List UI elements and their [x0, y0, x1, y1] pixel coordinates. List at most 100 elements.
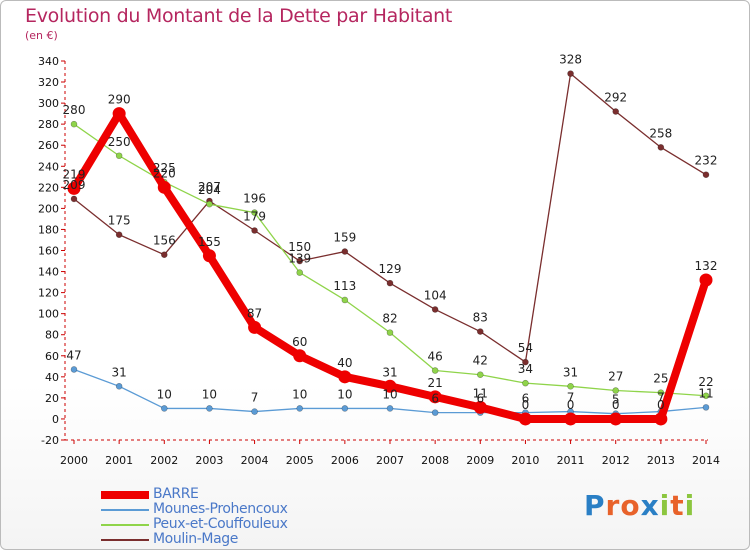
data-label: 40: [337, 356, 352, 370]
data-point: [70, 120, 78, 128]
data-point: [564, 412, 578, 426]
data-label: 82: [382, 312, 397, 326]
data-point: [251, 227, 258, 234]
y-tick-label: 220: [38, 181, 59, 194]
data-label: 196: [243, 192, 266, 206]
data-point: [609, 412, 623, 426]
data-point: [431, 409, 439, 416]
data-label: 0: [567, 398, 575, 412]
data-point: [476, 328, 484, 335]
data-label: 60: [292, 335, 307, 349]
data-point: [386, 405, 394, 412]
data-label: 104: [424, 288, 447, 302]
data-point: [657, 144, 665, 151]
data-label: 280: [63, 103, 86, 117]
x-tick-label: 2012: [602, 454, 630, 467]
data-point: [567, 383, 574, 390]
data-label: 156: [153, 234, 176, 248]
data-point: [428, 390, 442, 404]
data-label: 0: [522, 398, 530, 412]
data-label: 22: [698, 375, 713, 389]
data-point: [115, 152, 123, 160]
y-tick-label: 240: [38, 160, 59, 173]
legend-swatch: [101, 509, 149, 511]
x-tick-label: 2006: [331, 454, 359, 467]
data-label: 328: [559, 53, 582, 67]
data-label: 290: [108, 93, 131, 107]
data-point: [293, 349, 307, 363]
data-label: 132: [695, 259, 718, 273]
data-point: [115, 383, 123, 390]
data-label: 34: [518, 362, 533, 376]
legend-swatch: [101, 524, 149, 526]
data-label: 25: [653, 372, 668, 386]
data-label: 87: [247, 306, 262, 320]
x-tick-label: 2010: [511, 454, 539, 467]
data-label: 155: [198, 235, 221, 249]
data-point: [206, 405, 213, 412]
data-point: [160, 405, 168, 412]
data-label: 5: [612, 393, 620, 407]
data-point: [112, 107, 126, 121]
data-point: [431, 367, 439, 374]
data-point: [251, 209, 258, 216]
logo-letter: r: [605, 489, 621, 522]
data-point: [160, 251, 168, 259]
x-tick-label: 2007: [376, 454, 404, 467]
data-point: [341, 248, 349, 255]
y-tick-label: -20: [41, 434, 59, 447]
data-point: [702, 171, 710, 178]
y-tick-label: 140: [38, 266, 59, 279]
data-label: 10: [157, 387, 172, 401]
data-point: [157, 180, 171, 194]
legend-label: Peux-et-Couffouleux: [153, 516, 288, 532]
x-tick-label: 2003: [195, 454, 223, 467]
y-tick-label: 200: [38, 202, 59, 215]
legend-swatch: [101, 539, 149, 541]
x-tick-label: 2000: [60, 454, 88, 467]
data-label: 42: [473, 354, 488, 368]
data-point: [338, 370, 352, 384]
data-point: [341, 296, 349, 304]
data-point: [702, 392, 710, 400]
data-point: [248, 320, 262, 334]
x-tick-label: 2014: [692, 454, 720, 467]
data-label: 159: [333, 231, 356, 245]
data-label: 209: [63, 178, 86, 192]
logo-letter: t: [670, 489, 685, 522]
data-label: 250: [108, 135, 131, 149]
data-label: 31: [382, 365, 397, 379]
series-lines: [67, 70, 713, 426]
chart-title: Evolution du Montant de la Dette par Hab…: [25, 5, 453, 27]
x-tick-label: 2011: [557, 454, 585, 467]
y-tick-label: 20: [45, 392, 59, 405]
y-tick-label: 0: [52, 413, 59, 426]
x-tick-label: 2002: [150, 454, 178, 467]
x-tick-label: 2009: [466, 454, 494, 467]
data-label: 10: [382, 387, 397, 401]
data-point: [612, 108, 620, 115]
legend-label: Moulin-Mage: [153, 531, 238, 547]
data-point: [522, 358, 529, 366]
data-point: [567, 70, 574, 77]
data-label: 258: [649, 126, 672, 140]
data-label: 47: [66, 348, 81, 362]
data-label: 6: [476, 392, 484, 406]
data-point: [296, 269, 304, 276]
data-label: 113: [333, 279, 356, 293]
data-label: 0: [657, 398, 665, 412]
y-tick-label: 80: [45, 329, 59, 342]
y-tick-label: 100: [38, 308, 59, 321]
y-tick-label: 60: [45, 350, 59, 363]
x-tick-label: 2008: [421, 454, 449, 467]
chart-subtitle: (en €): [25, 29, 58, 42]
data-label: 31: [563, 365, 578, 379]
data-label: 220: [153, 166, 176, 180]
data-label: 175: [108, 214, 131, 228]
data-point: [341, 405, 349, 412]
data-label: 7: [657, 391, 665, 405]
data-label: 7: [567, 391, 575, 405]
data-label: 7: [251, 391, 259, 405]
data-label: 11: [698, 386, 713, 400]
y-tick-label: 320: [38, 76, 59, 89]
